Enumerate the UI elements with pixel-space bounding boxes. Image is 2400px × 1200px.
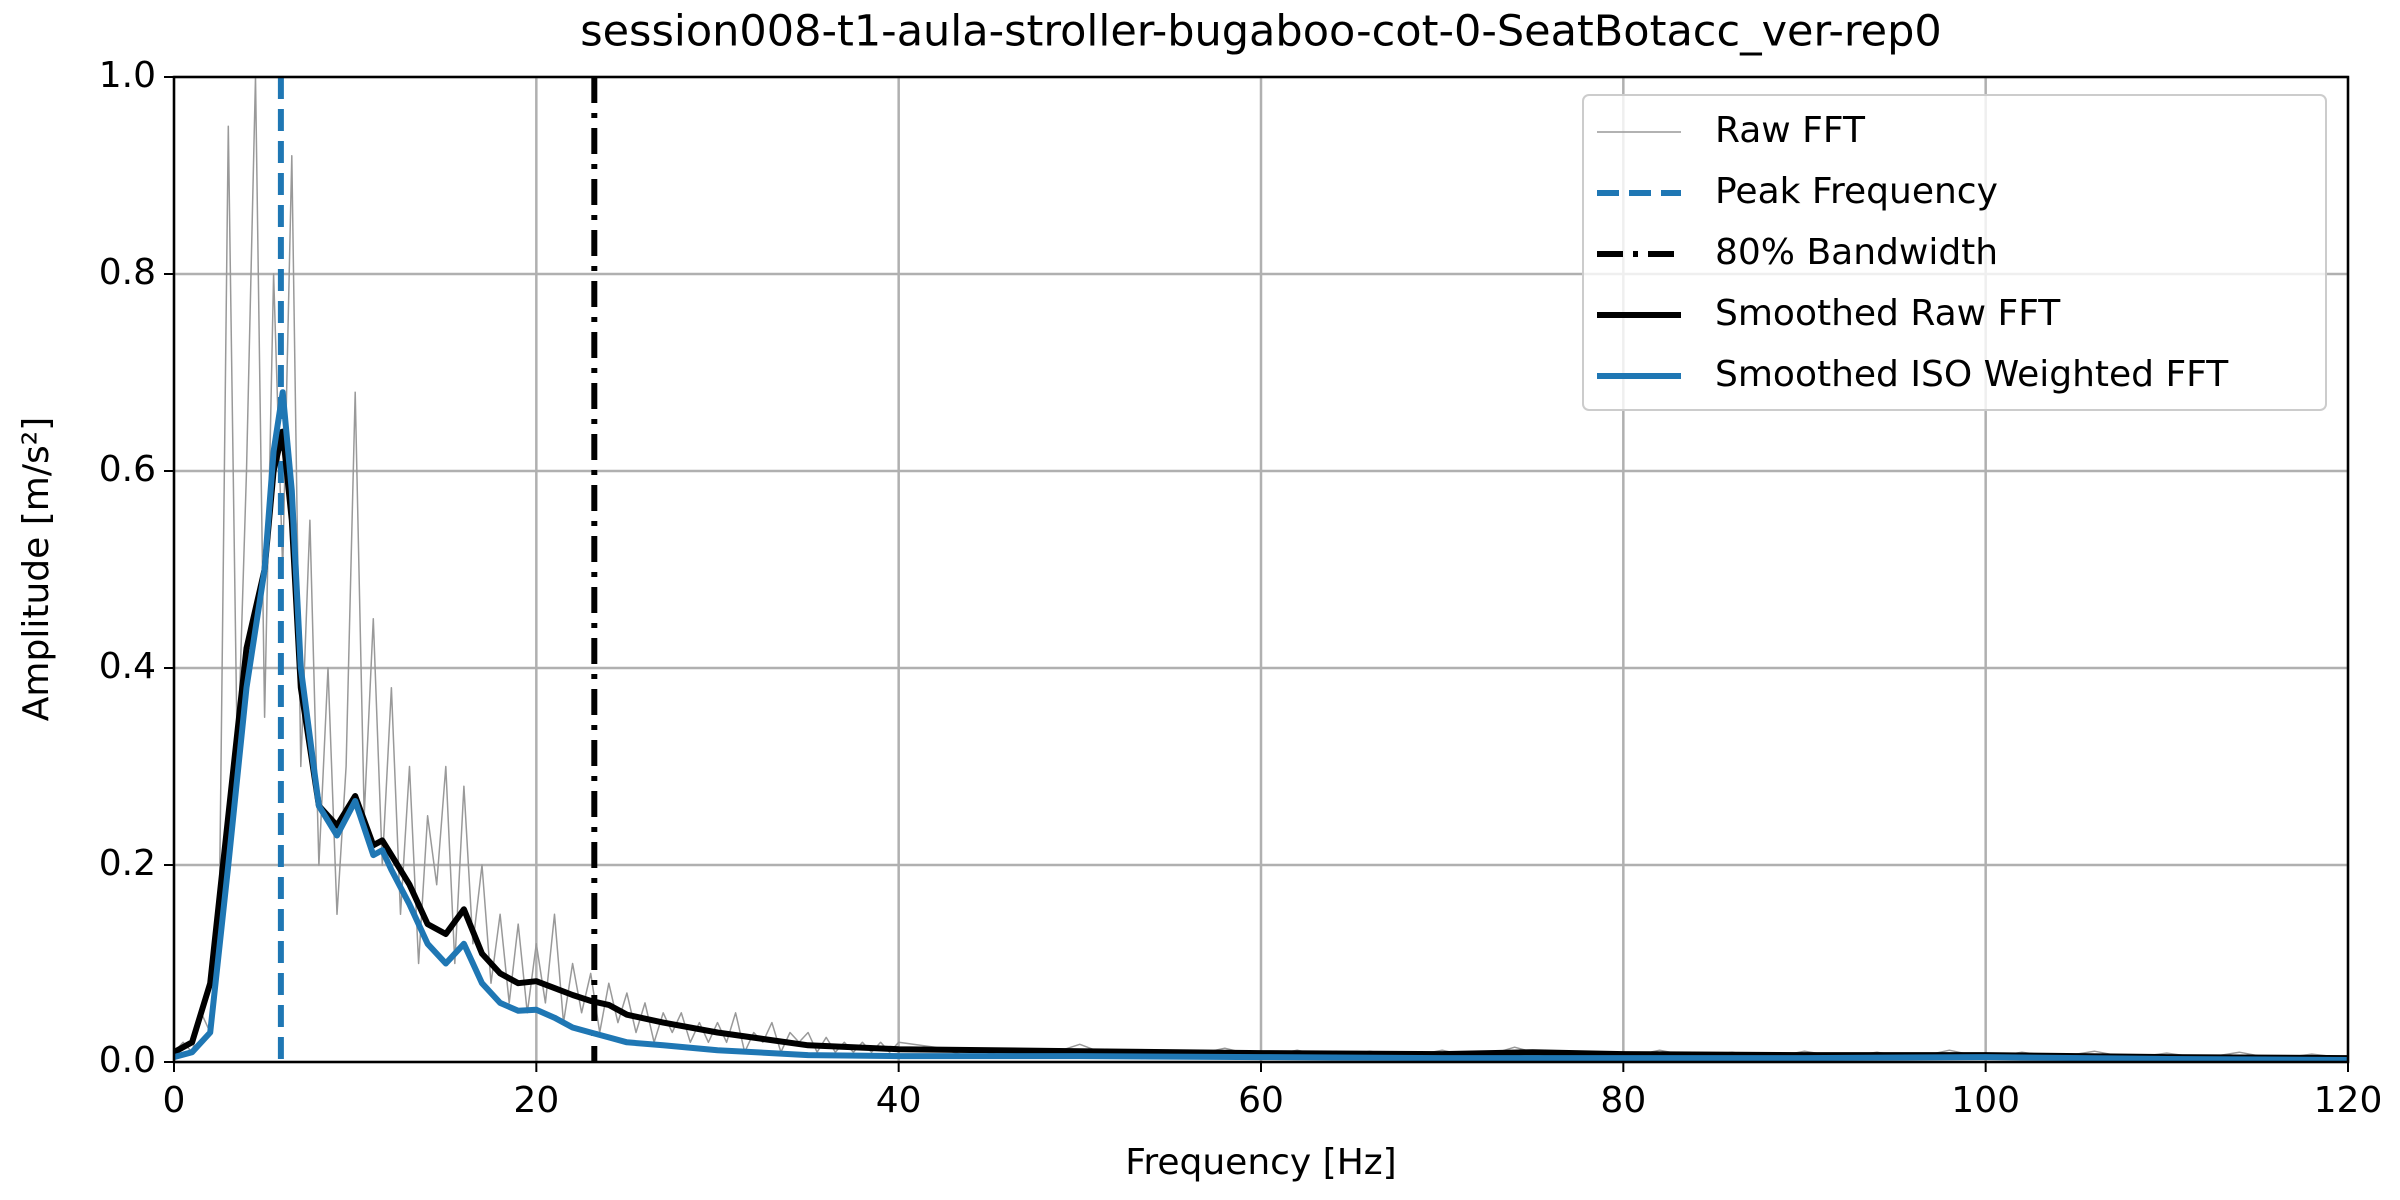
- plot-area: [174, 77, 2348, 1062]
- legend: Raw FFT Peak Frequency 80% Bandwidth Smooth…: [1582, 94, 2327, 411]
- x-tick-label: 0: [163, 1080, 186, 1121]
- x-tick-label: 60: [1238, 1080, 1284, 1121]
- legend-box: [1582, 94, 2327, 411]
- y-tick-label: 0.4: [99, 646, 156, 687]
- x-tick-label: 100: [1951, 1080, 2020, 1121]
- x-tick-label: 20: [513, 1080, 559, 1121]
- legend-label: Peak Frequency: [1715, 171, 1998, 212]
- y-tick-label: 0.6: [99, 449, 156, 490]
- legend-label: 80% Bandwidth: [1715, 232, 1998, 273]
- x-tick-label: 40: [876, 1080, 922, 1121]
- ticks: 0 20 40 60 80 100 120 0.0 0.2 0.4 0.6 0.8 1.0: [99, 55, 2383, 1121]
- y-axis-label: Amplitude [m/s²]: [16, 417, 57, 721]
- y-tick-label: 0.8: [99, 252, 156, 293]
- chart-title: session008-t1-aula-stroller-bugaboo-cot-…: [580, 7, 1942, 57]
- series-line: [174, 428, 2348, 1062]
- series-line: [174, 389, 2348, 1062]
- x-tick-label: 80: [1600, 1080, 1646, 1121]
- legend-label: Smoothed Raw FFT: [1715, 293, 2061, 334]
- x-tick-label: 120: [2314, 1080, 2383, 1121]
- x-axis-label: Frequency [Hz]: [1125, 1142, 1396, 1183]
- y-tick-label: 1.0: [99, 55, 156, 96]
- y-tick-label: 0.0: [99, 1040, 156, 1081]
- legend-label: Smoothed ISO Weighted FFT: [1715, 354, 2229, 395]
- y-tick-label: 0.2: [99, 843, 156, 884]
- legend-label: Raw FFT: [1715, 110, 1866, 151]
